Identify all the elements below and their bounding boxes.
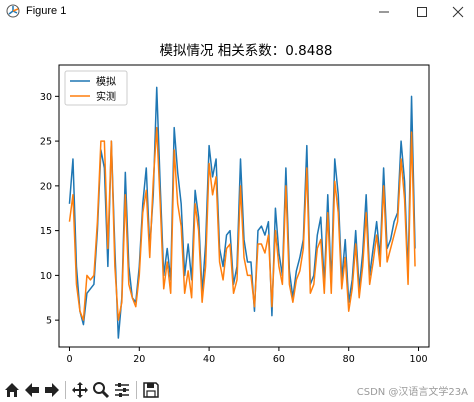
y-tick-label: 5 bbox=[46, 316, 52, 327]
minimize-button[interactable] bbox=[366, 0, 402, 24]
x-tick-label: 60 bbox=[273, 354, 285, 365]
series-lines bbox=[68, 86, 416, 339]
y-tick-label: 30 bbox=[40, 92, 52, 103]
navigation-toolbar: CSDN @汉语言文学23A bbox=[0, 378, 474, 402]
close-button[interactable] bbox=[440, 0, 474, 24]
configure-subplots-button[interactable] bbox=[112, 380, 132, 400]
forward-icon bbox=[45, 383, 59, 397]
zoom-button[interactable] bbox=[91, 380, 111, 400]
back-button[interactable] bbox=[22, 380, 42, 400]
y-tick-label: 15 bbox=[40, 226, 52, 237]
save-icon bbox=[143, 382, 159, 398]
plot-axes bbox=[58, 64, 430, 348]
y-tick-label: 20 bbox=[40, 181, 52, 192]
x-tick-label: 0 bbox=[66, 354, 72, 365]
minimize-icon bbox=[379, 11, 389, 13]
maximize-icon bbox=[417, 7, 427, 17]
configure-subplots-icon bbox=[115, 383, 129, 397]
toolbar-separator bbox=[136, 381, 137, 399]
matplotlib-figure-icon bbox=[6, 4, 20, 18]
figure-canvas: 模拟情况 相关系数：0.8488 0 20 40 60 80 100 5 10 15 20 25 30… bbox=[40, 43, 430, 365]
window-titlebar: Figure 1 bbox=[0, 0, 474, 24]
back-icon bbox=[25, 383, 39, 397]
watermark: CSDN @汉语言文学23A bbox=[356, 387, 468, 398]
pan-icon bbox=[72, 382, 88, 398]
pan-button[interactable] bbox=[70, 380, 90, 400]
toolbar-separator bbox=[65, 381, 66, 399]
legend-label-simulated: 模拟 bbox=[96, 75, 116, 88]
legend-label-measured: 实测 bbox=[96, 90, 116, 103]
x-tick-label: 20 bbox=[133, 354, 145, 365]
x-tick-label: 40 bbox=[203, 354, 215, 365]
legend: 模拟 实测 bbox=[64, 70, 128, 106]
chart-title: 模拟情况 相关系数：0.8488 bbox=[159, 43, 332, 59]
home-button[interactable] bbox=[2, 380, 22, 400]
y-tick-label: 25 bbox=[40, 137, 52, 148]
x-tick-label: 100 bbox=[409, 354, 427, 365]
zoom-icon bbox=[93, 382, 110, 399]
home-icon bbox=[5, 383, 19, 397]
axis-ticks: 0 20 40 60 80 100 5 10 15 20 25 30 bbox=[40, 92, 428, 365]
close-icon bbox=[452, 6, 464, 18]
y-tick-label: 10 bbox=[40, 271, 52, 282]
x-tick-label: 80 bbox=[343, 354, 355, 365]
save-button[interactable] bbox=[141, 380, 161, 400]
series-line-measured bbox=[68, 126, 416, 321]
maximize-button[interactable] bbox=[404, 0, 440, 24]
forward-button[interactable] bbox=[42, 380, 62, 400]
window-title: Figure 1 bbox=[26, 5, 67, 17]
